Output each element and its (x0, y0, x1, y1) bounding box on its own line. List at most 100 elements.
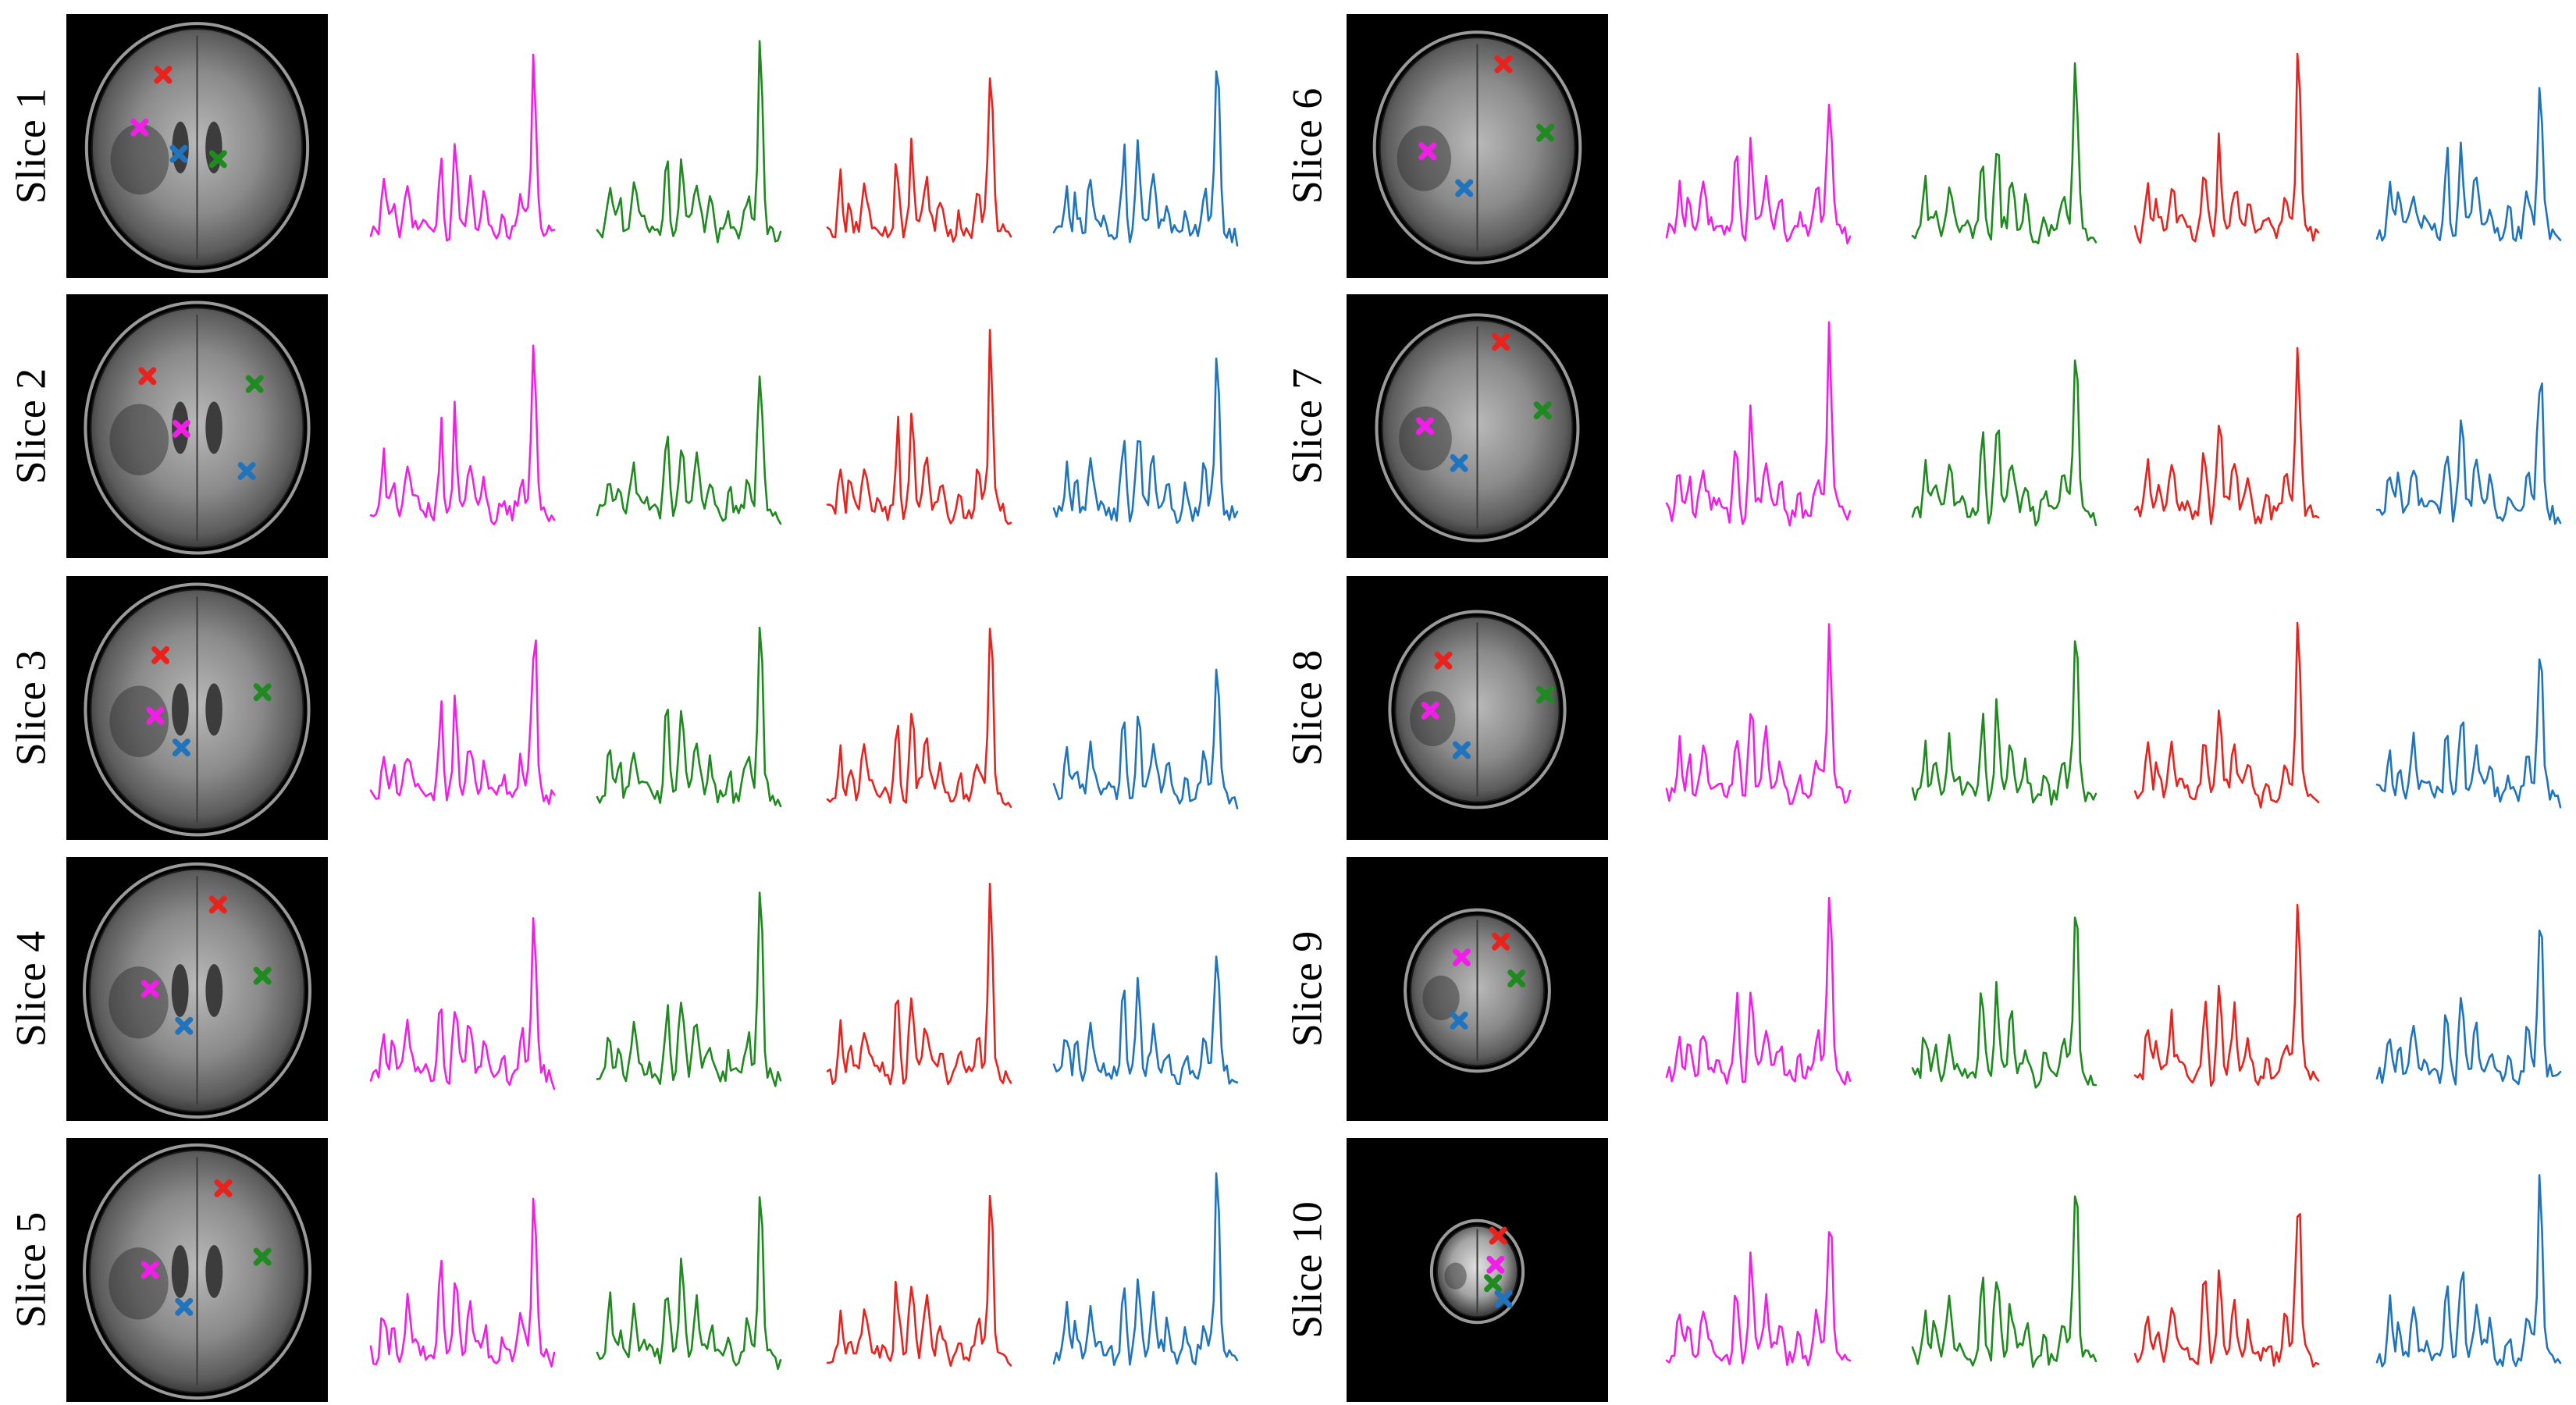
red-marker (1494, 55, 1513, 73)
mri-image (66, 857, 328, 1121)
blue-marker (1450, 454, 1468, 472)
slice-row: Slice 5 (7, 1138, 1239, 1402)
slice-label: Slice 7 (1283, 368, 1330, 484)
blue-time-course (2375, 658, 2562, 809)
slice-row: Slice 3 (7, 576, 1239, 840)
magenta-time-course (369, 53, 556, 242)
magenta-time-course (369, 639, 556, 806)
red-marker (1492, 333, 1510, 351)
slice-row: Slice 10 (1283, 1138, 2562, 1402)
magenta-time-course (1665, 896, 1852, 1086)
slice-row: Slice 6 (1283, 14, 2562, 278)
ventricle-right (205, 683, 222, 736)
skull-outline (84, 582, 311, 837)
magenta-time-course (1665, 623, 1852, 806)
blue-time-course (2375, 87, 2562, 242)
red-time-course (826, 77, 1012, 243)
ventricle-left (172, 683, 189, 736)
skull-outline (83, 1143, 311, 1400)
magenta-marker (130, 118, 149, 137)
green-time-course (596, 891, 782, 1087)
dark-region (109, 404, 169, 476)
green-time-course (596, 40, 782, 244)
red-time-course (826, 882, 1012, 1086)
mri-image (1347, 294, 1608, 558)
green-marker (1536, 123, 1555, 142)
magenta-time-course (1665, 1231, 1852, 1367)
ventricle-left (171, 1245, 189, 1298)
green-marker (208, 150, 227, 169)
skull-outline (1404, 908, 1551, 1073)
skull-outline (84, 22, 310, 273)
red-time-course (826, 329, 1012, 525)
mri-image (1347, 857, 1608, 1121)
red-time-course (826, 1194, 1012, 1367)
ventricle-right (205, 964, 223, 1017)
red-time-course (2133, 903, 2320, 1087)
blue-marker (237, 461, 256, 480)
blue-time-course (1052, 668, 1239, 809)
magenta-marker (146, 706, 165, 725)
mri-image (66, 1138, 328, 1402)
magenta-marker (141, 980, 159, 998)
green-time-course (1911, 359, 2097, 527)
dark-region (110, 123, 169, 195)
red-time-course (2133, 1213, 2320, 1368)
green-time-course (1911, 640, 2097, 806)
green-marker (1536, 685, 1555, 704)
blue-marker (1455, 179, 1474, 197)
dark-region (1444, 1262, 1467, 1289)
magenta-time-course (369, 1197, 556, 1368)
mri-image (1347, 576, 1608, 840)
blue-marker (1494, 1289, 1513, 1308)
red-time-course (826, 628, 1012, 808)
red-time-course (2133, 347, 2320, 525)
blue-time-course (1052, 357, 1239, 525)
skull-outline (1429, 1218, 1525, 1325)
slice-label: Slice 4 (7, 931, 54, 1047)
slice-label: Slice 3 (7, 650, 54, 766)
blue-time-course (2375, 929, 2562, 1086)
blue-marker (169, 144, 188, 163)
magenta-marker (141, 1261, 159, 1279)
dark-region (1399, 406, 1452, 471)
dark-region (109, 966, 169, 1039)
skull-outline (1388, 610, 1567, 809)
red-marker (1489, 1226, 1507, 1245)
magenta-time-course (369, 917, 556, 1090)
red-marker (1492, 932, 1510, 951)
green-time-course (596, 1196, 782, 1371)
blue-time-course (1052, 955, 1239, 1086)
dark-region (109, 1247, 169, 1320)
slice-row: Slice 2 (7, 294, 1239, 558)
green-marker (253, 1247, 272, 1266)
mri-image (66, 14, 328, 278)
magenta-marker (1418, 142, 1437, 161)
slice-row: Slice 9 (1283, 857, 2562, 1121)
red-marker (138, 367, 157, 386)
green-marker (253, 966, 272, 985)
slice-label: Slice 6 (1283, 88, 1330, 204)
slice-row: Slice 1 (7, 14, 1239, 278)
red-marker (154, 66, 173, 84)
blue-time-course (2375, 1174, 2562, 1368)
slice-row: Slice 4 (7, 857, 1239, 1121)
green-marker (245, 375, 264, 393)
skull-outline (84, 301, 311, 555)
green-time-course (596, 626, 782, 808)
red-time-course (2133, 52, 2320, 244)
green-time-course (1911, 1195, 2097, 1368)
mri-image (66, 294, 328, 558)
slice-label: Slice 8 (1283, 650, 1330, 766)
slice-label: Slice 2 (7, 368, 54, 484)
green-marker (1533, 401, 1552, 420)
slice-label: Slice 10 (1283, 1201, 1330, 1338)
slice-label: Slice 5 (7, 1212, 54, 1328)
magenta-marker (1452, 948, 1471, 966)
slice-row: Slice 7 (1283, 294, 2562, 558)
green-time-course (1911, 916, 2097, 1089)
green-marker (1507, 969, 1526, 987)
skull-outline (83, 862, 311, 1119)
magenta-marker (172, 419, 190, 438)
